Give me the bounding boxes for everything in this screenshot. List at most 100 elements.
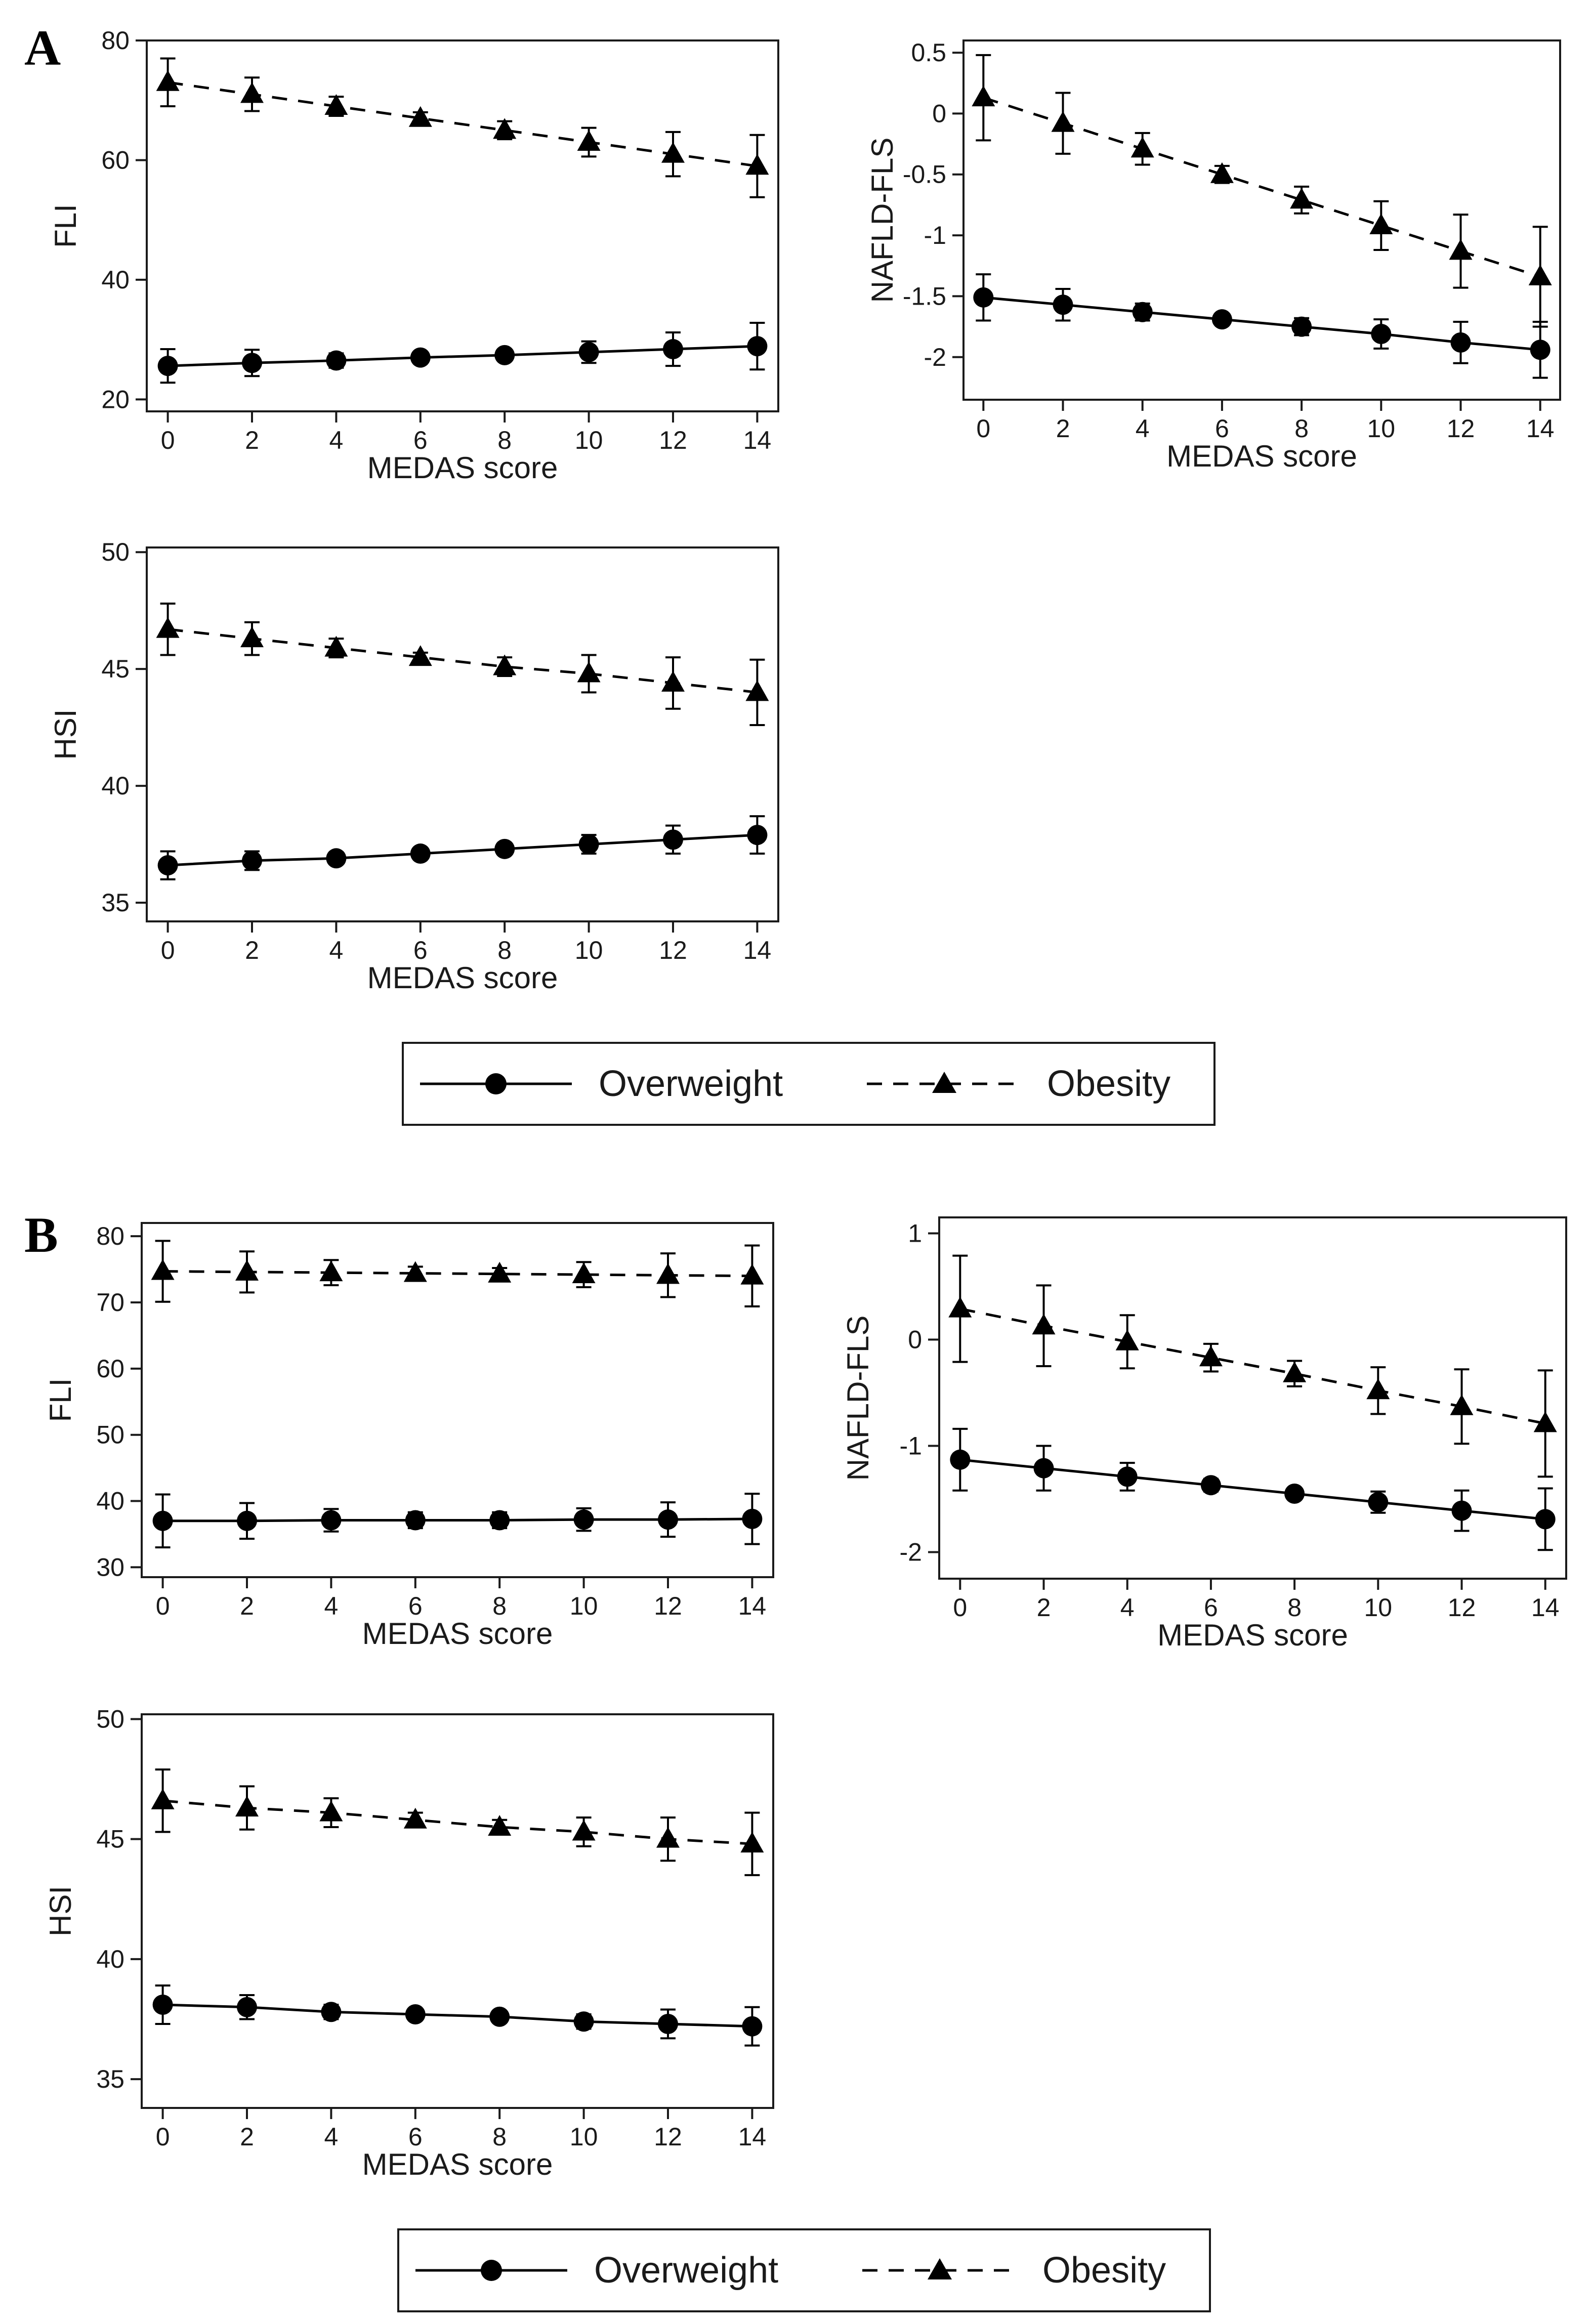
chart-a-hsi-overweight-point <box>326 848 347 869</box>
chart-a-hsi-obesity-point <box>493 654 517 675</box>
chart-b-hsi-xtick-label: 10 <box>570 2123 598 2151</box>
chart-b-hsi-obesity-point <box>151 1788 175 1809</box>
chart-a-hsi-overweight-point <box>578 834 599 855</box>
chart-a-nafld-fls-xtick-label: 6 <box>1215 414 1229 443</box>
chart-a-hsi-xtick-label: 14 <box>743 936 772 964</box>
chart-b-fli-xtick-label: 4 <box>324 1592 338 1620</box>
panel-label-b: B <box>24 1207 58 1263</box>
chart-a-hsi-obesity-point <box>577 661 601 683</box>
chart-a-fli-overweight-point <box>410 347 431 368</box>
legend-a-overweight-marker <box>485 1073 507 1094</box>
chart-a-nafld-fls-ylabel: NAFLD-FLS <box>865 138 899 303</box>
chart-b-fli: 30 40 50 60 70 80 0 2 4 6 8 10 12 14 MEDAS score FLI <box>44 1222 774 1651</box>
chart-b-nafld-fls-overweight-point <box>1200 1475 1221 1496</box>
chart-b-hsi: 35 40 45 50 0 2 4 6 8 10 12 14 MEDAS score HSI <box>44 1705 774 2181</box>
chart-b-hsi-ytick-label: 50 <box>96 1705 124 1733</box>
chart-a-hsi-xtick-label: 4 <box>329 936 343 964</box>
chart-b-hsi-ytick-label: 35 <box>96 2065 124 2093</box>
chart-a-fli-obesity-point <box>240 82 264 103</box>
chart-b-nafld-fls-overweight-line <box>960 1458 1545 1520</box>
chart-b-nafld-fls-overweight-point <box>1451 1500 1472 1521</box>
chart-a-hsi-xlabel: MEDAS score <box>367 961 558 995</box>
chart-b-nafld-fls-obesity-point <box>1115 1329 1139 1350</box>
chart-b-nafld-fls-obesity-point <box>1283 1361 1307 1382</box>
chart-b-hsi-obesity-point <box>403 1807 427 1829</box>
chart-b-hsi-overweight-point <box>573 2011 594 2032</box>
chart-a-nafld-fls-xtick-label: 8 <box>1294 414 1309 443</box>
chart-b-nafld-fls-xtick-label: 10 <box>1364 1593 1392 1622</box>
chart-b-nafld-fls-ytick-label: -2 <box>900 1538 922 1567</box>
chart-a-fli-xtick-label: 12 <box>659 426 687 454</box>
chart-a-nafld-fls-ytick-label: 0.5 <box>911 38 946 67</box>
chart-a-nafld-fls-xlabel: MEDAS score <box>1166 439 1357 473</box>
chart-a-nafld-fls-obesity-point <box>1369 213 1393 234</box>
chart-a-fli-xtick-label: 8 <box>497 426 512 454</box>
chart-b-hsi-overweight-point <box>152 1995 173 2015</box>
chart-b-hsi-ytick-label: 45 <box>96 1825 124 1853</box>
chart-b-hsi-obesity-point <box>235 1796 259 1817</box>
chart-a-nafld-fls-obesity-point <box>1290 188 1314 209</box>
chart-a-nafld-fls-overweight-line <box>983 296 1540 351</box>
chart-b-fli-plot-frame <box>141 1222 774 1578</box>
chart-a-hsi: 35 40 45 50 0 2 4 6 8 10 12 14 MEDAS score HSI <box>49 538 779 995</box>
legend-a-overweight-label: Overweight <box>599 1064 783 1104</box>
chart-b-nafld-fls-ytick-label: 1 <box>908 1219 922 1248</box>
chart-a-fli-overweight-point <box>747 336 768 357</box>
chart-b-hsi-obesity-point <box>740 1832 764 1853</box>
chart-a-nafld-fls-overweight-point <box>973 287 994 308</box>
chart-a-fli-xtick-label: 10 <box>575 426 603 454</box>
chart-a-hsi-ytick-label: 50 <box>101 538 130 566</box>
chart-b-hsi-xlabel: MEDAS score <box>362 2147 553 2181</box>
chart-a-hsi-obesity-point <box>408 645 432 666</box>
chart-a-hsi-overweight-point <box>663 829 683 850</box>
chart-a-fli-xtick-label: 2 <box>245 426 259 454</box>
chart-b-fli-overweight-line <box>162 1517 752 1523</box>
chart-b-hsi-xtick-label: 0 <box>156 2123 170 2151</box>
chart-b-hsi-xtick-label: 12 <box>654 2123 682 2151</box>
chart-a-fli-overweight-point <box>578 342 599 362</box>
chart-a-hsi-obesity-point <box>745 680 769 701</box>
chart-a-hsi-obesity-point <box>324 636 348 657</box>
chart-b-fli-obesity-point <box>572 1262 596 1284</box>
chart-b-fli-obesity-line <box>162 1270 752 1278</box>
chart-a-hsi-obesity-line <box>167 628 758 694</box>
chart-b-hsi-obesity-point <box>656 1827 680 1848</box>
chart-a-nafld-fls-ytick-label: -1 <box>924 221 946 249</box>
chart-b-hsi-overweight-point <box>742 2016 763 2037</box>
chart-b-fli-obesity-point <box>488 1261 512 1283</box>
chart-b-hsi-obesity-point <box>319 1800 343 1822</box>
chart-b-nafld-fls-xtick-label: 0 <box>953 1593 967 1622</box>
chart-a-nafld-fls-obesity-point <box>972 86 995 107</box>
chart-a-fli-overweight-point <box>242 353 262 373</box>
chart-a-fli-obesity-point <box>324 94 348 115</box>
chart-b-fli-obesity-point <box>319 1260 343 1282</box>
legend-b-obesity-marker <box>928 2258 952 2279</box>
legend-b-obesity-label: Obesity <box>1042 2250 1166 2291</box>
chart-b-hsi-overweight-point <box>489 2006 510 2027</box>
chart-a-nafld-fls-xtick-label: 12 <box>1447 414 1475 443</box>
chart-b-fli-overweight-point <box>742 1508 763 1529</box>
chart-a-nafld-fls-overweight-point <box>1053 294 1073 315</box>
chart-b-fli-ytick-label: 80 <box>96 1222 124 1250</box>
chart-a-fli-xtick-label: 0 <box>161 426 175 454</box>
chart-b-nafld-fls-overweight-point <box>1535 1509 1556 1530</box>
legend-a: Overweight Obesity <box>402 1042 1216 1126</box>
chart-b-nafld-fls-obesity-line <box>959 1307 1546 1425</box>
chart-a-nafld-fls-overweight-point <box>1211 309 1232 330</box>
chart-b-fli-xlabel: MEDAS score <box>362 1617 553 1651</box>
chart-a-hsi-overweight-point <box>242 850 262 871</box>
chart-b-fli-ytick-label: 50 <box>96 1421 124 1449</box>
chart-a-fli-obesity-point <box>408 106 432 127</box>
chart-b-nafld-fls-ytick-label: -1 <box>900 1432 922 1460</box>
chart-b-nafld-fls-obesity-point <box>1366 1378 1390 1400</box>
chart-b-nafld-fls-overweight-point <box>1117 1466 1138 1487</box>
legend-b: Overweight Obesity <box>397 2228 1211 2312</box>
chart-b-fli-xtick-label: 14 <box>738 1592 767 1620</box>
chart-b-hsi-xtick-label: 14 <box>738 2123 767 2151</box>
chart-b-fli-overweight-point <box>152 1510 173 1531</box>
chart-b-nafld-fls-obesity-point <box>1032 1314 1056 1335</box>
chart-a-nafld-fls-xtick-label: 14 <box>1526 414 1555 443</box>
chart-a-fli-overweight-point <box>157 356 178 376</box>
chart-b-hsi-ytick-label: 40 <box>96 1945 124 1973</box>
